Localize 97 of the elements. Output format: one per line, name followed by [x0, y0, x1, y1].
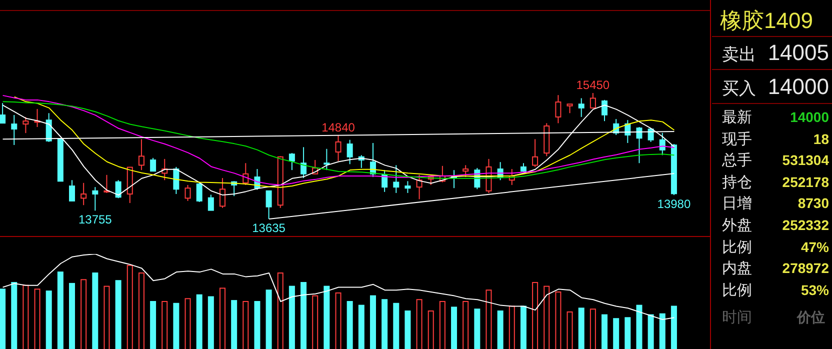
bar: [520, 306, 526, 349]
annotation: 13980: [657, 197, 691, 212]
text: 14000: [768, 74, 829, 100]
bar: [335, 292, 342, 349]
text: 531304: [782, 152, 829, 168]
bar: [474, 308, 480, 349]
text: 278972: [782, 260, 829, 276]
text: 14000: [790, 109, 829, 125]
bar: [428, 310, 434, 349]
candlestick: [34, 108, 40, 128]
bar: [393, 302, 400, 349]
bar: [115, 280, 122, 349]
text: 最新: [722, 108, 752, 127]
text: 外盘: [722, 216, 752, 235]
bar: [555, 292, 562, 349]
bar: [92, 272, 98, 349]
bar: [288, 286, 295, 349]
text: 47%: [800, 238, 829, 255]
text: 持仓: [722, 172, 752, 192]
bar: [312, 295, 318, 349]
bar: [208, 296, 214, 349]
candlestick: [578, 98, 584, 118]
text: 8730: [798, 195, 829, 212]
text: 内盘: [722, 259, 752, 278]
bar: [648, 314, 654, 349]
text: 现手: [722, 130, 752, 149]
bar: [416, 299, 422, 349]
bar: [254, 301, 260, 349]
bar: [69, 282, 76, 349]
text: 252332: [782, 217, 829, 233]
annotation: 13635: [252, 221, 286, 235]
bar: [34, 288, 40, 349]
bar: [150, 301, 156, 349]
candlestick: [11, 114, 18, 146]
candlestick: [80, 182, 87, 206]
bar: [242, 301, 249, 349]
annotation: 15450: [576, 78, 610, 92]
bar: [462, 301, 469, 349]
bar: [578, 308, 584, 349]
bar: [613, 318, 620, 349]
bar: [184, 298, 191, 349]
bar: [346, 301, 353, 349]
bar: [104, 286, 110, 349]
bar: [532, 282, 538, 349]
bar: [404, 310, 411, 349]
bar: [324, 286, 330, 349]
bar: [126, 264, 133, 349]
candlestick: [393, 164, 400, 194]
bar: [636, 304, 642, 349]
text: 14005: [768, 40, 829, 66]
text: 橡胶1409: [720, 7, 813, 35]
candlestick: [138, 138, 144, 171]
text: 18: [813, 130, 829, 147]
bar: [173, 302, 180, 349]
text: 53%: [800, 282, 829, 298]
text: 252178: [782, 174, 829, 190]
bar: [277, 272, 284, 349]
bar: [659, 313, 666, 349]
bar: [57, 272, 64, 349]
text: 比例: [722, 280, 752, 300]
bar: [602, 314, 608, 349]
bar: [80, 279, 87, 349]
bar: [497, 310, 504, 349]
bar: [219, 288, 226, 349]
bar: [46, 290, 52, 349]
bar: [0, 288, 6, 349]
annotation: 13755: [78, 212, 112, 227]
bar: [370, 295, 376, 349]
bar: [231, 300, 238, 349]
bar: [300, 282, 307, 349]
bar: [162, 301, 168, 349]
text: 时间: [722, 308, 752, 328]
candlestick: [92, 186, 98, 212]
bar: [11, 282, 18, 349]
bar: [624, 317, 631, 349]
text: 买入: [722, 78, 756, 100]
bar: [439, 301, 446, 349]
bar: [566, 311, 573, 349]
bar: [196, 294, 202, 349]
bar: [508, 306, 515, 349]
bar: [590, 308, 596, 349]
bar: [358, 304, 364, 349]
candlestick: [404, 180, 411, 194]
bar: [266, 290, 272, 349]
text: 总手: [722, 151, 752, 170]
text: 卖出: [722, 44, 756, 66]
text: 比例: [722, 238, 752, 257]
bar: [451, 306, 458, 349]
bar: [22, 284, 29, 349]
text: 日增: [722, 194, 752, 214]
text: 价位: [797, 309, 825, 328]
bar: [544, 286, 550, 349]
bar: [382, 299, 388, 349]
bar: [670, 306, 677, 349]
annotation: 14840: [322, 120, 356, 134]
bar: [138, 272, 144, 349]
bar: [486, 290, 492, 349]
